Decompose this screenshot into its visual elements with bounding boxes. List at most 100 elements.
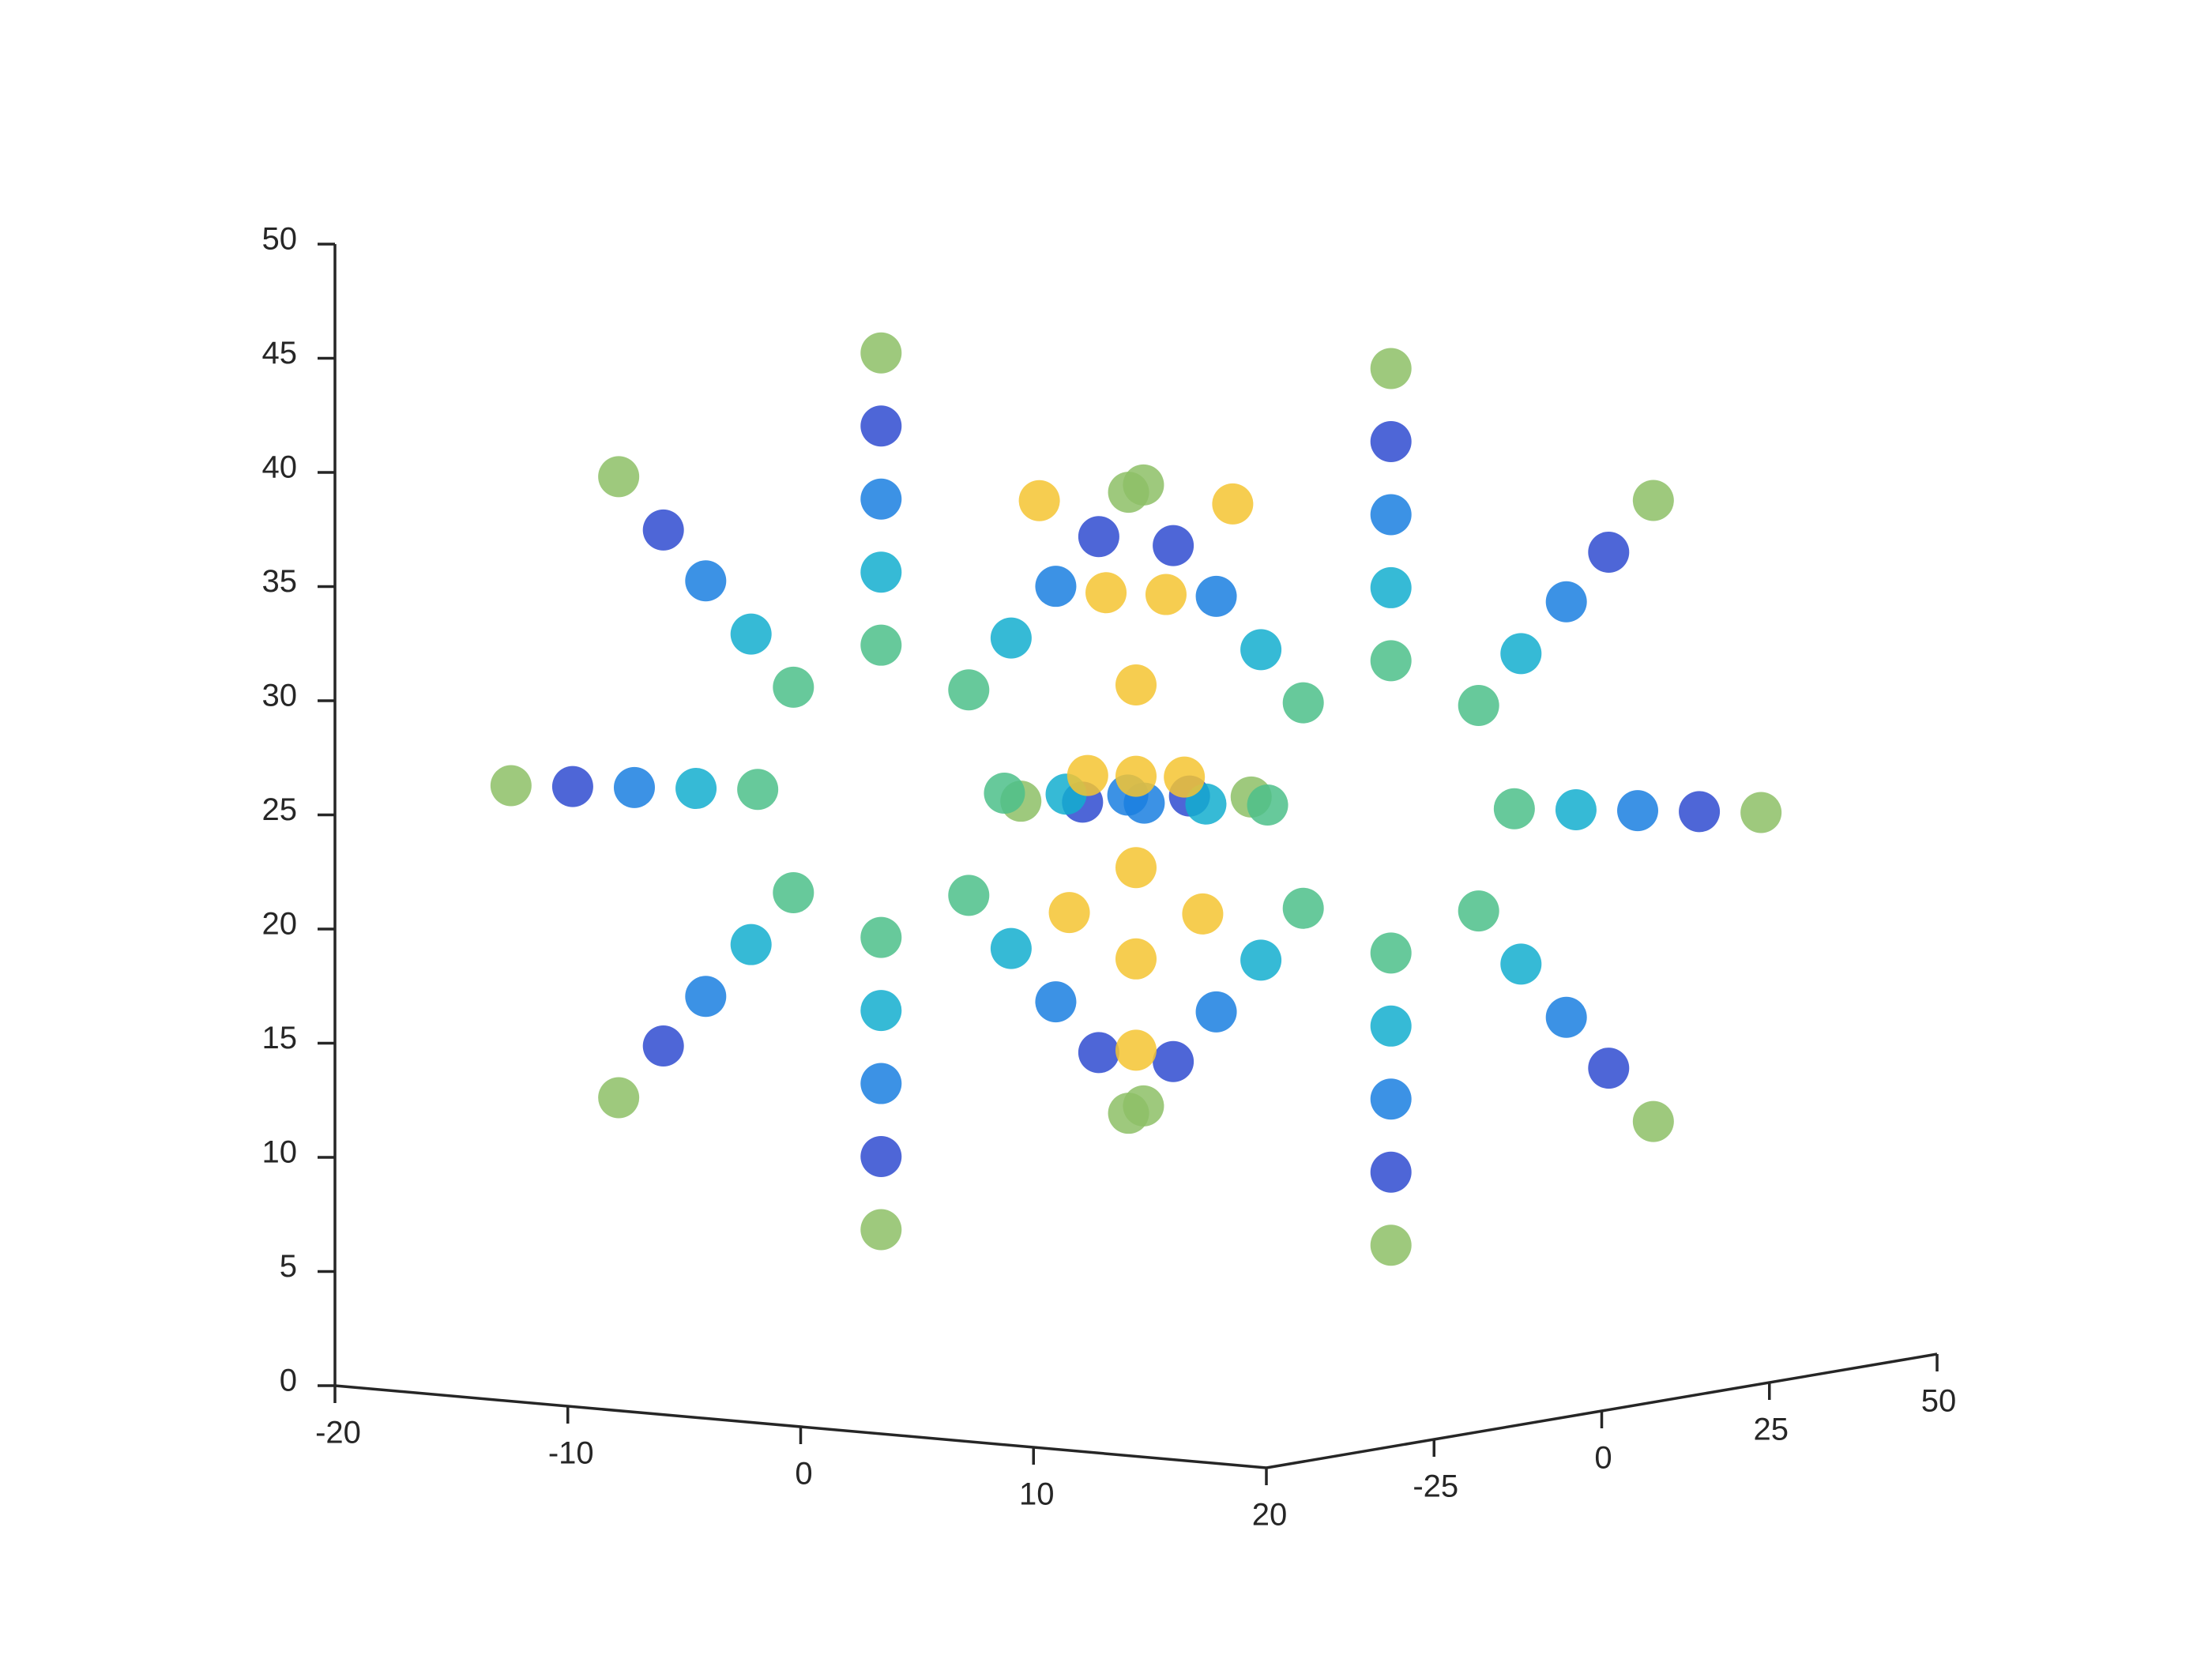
z-tick-label: 45 [262,336,298,371]
point [860,990,902,1032]
point [860,332,902,374]
point [1164,756,1206,798]
x-tick-label: -10 [548,1436,594,1471]
point [1035,981,1077,1023]
z-tick-label: 10 [262,1135,298,1170]
point [1588,1048,1630,1089]
point [1182,893,1224,935]
z-tick-label: 5 [280,1249,297,1284]
point [1048,892,1090,934]
x-tick-label: 10 [1019,1477,1055,1512]
point [860,405,902,447]
z-tick-label: 25 [262,792,298,827]
point [1282,682,1324,724]
point [1153,1040,1194,1082]
point [1500,633,1542,675]
z-tick-label: 50 [262,222,298,257]
point [685,976,727,1018]
point [1370,348,1412,389]
point [990,927,1032,969]
point [1240,939,1282,981]
x-tick-label: 20 [1252,1498,1288,1533]
point [1632,1100,1674,1142]
point [1247,784,1288,826]
point [675,768,717,810]
point [1370,566,1412,608]
point [1588,531,1630,573]
point [1458,685,1499,727]
z-tick-label: 40 [262,450,298,485]
point [1370,494,1412,536]
point [1679,791,1721,833]
z-tick-label: 35 [262,564,298,599]
point [860,1136,902,1178]
point [1115,755,1157,797]
point [1545,996,1587,1038]
point [948,875,990,916]
y-tick-label: 25 [1754,1413,1789,1447]
point [598,1077,640,1119]
y-tick-label: 0 [1594,1441,1612,1476]
point [1035,566,1077,608]
point [1195,575,1237,617]
point [860,624,902,666]
point [1212,483,1254,525]
point [1370,1005,1412,1047]
point [1370,1224,1412,1266]
z-tick-label: 15 [262,1021,298,1055]
point [1115,664,1157,705]
point [990,617,1032,659]
point [598,456,640,498]
point [773,666,814,708]
point [490,765,532,807]
point [730,924,772,965]
z-tick-label: 0 [280,1364,297,1398]
point [1545,581,1587,623]
point [551,766,593,807]
point [1078,516,1119,558]
point [1145,574,1187,615]
point [1555,788,1597,830]
y-tick-label: 50 [1921,1384,1957,1419]
point [1493,788,1535,830]
point [1632,480,1674,521]
point [1123,464,1164,506]
point [1370,420,1412,462]
point [1078,1032,1119,1074]
point [860,916,902,958]
point [1370,1151,1412,1193]
point [773,871,814,913]
point [984,773,1025,814]
point [948,669,990,711]
point [1500,943,1542,985]
point [642,509,684,551]
point [1153,525,1194,566]
point [1018,480,1060,521]
point [860,1209,902,1251]
point [1085,572,1127,614]
point [642,1025,684,1067]
point [1617,790,1659,832]
point [685,560,727,602]
point [1370,640,1412,682]
point [737,769,779,811]
point [1370,932,1412,974]
point [860,1063,902,1104]
point [1282,887,1324,929]
z-tick-label: 20 [262,907,298,942]
x-tick-label: -20 [315,1416,361,1450]
z-tick-label: 30 [262,679,298,713]
point [1115,1029,1157,1071]
point [1240,629,1282,671]
point [730,613,772,655]
point [613,766,655,808]
point [1370,1078,1412,1120]
point [1115,847,1157,889]
point [1195,991,1237,1033]
y-tick-label: -25 [1413,1469,1458,1504]
point [1066,754,1108,796]
point [860,478,902,520]
point [860,551,902,593]
point [1115,938,1157,980]
